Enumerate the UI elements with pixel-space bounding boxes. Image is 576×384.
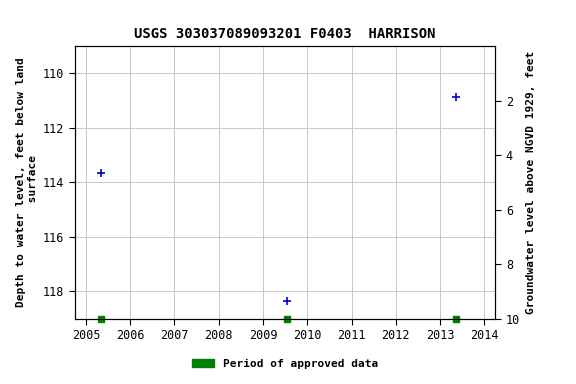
- Y-axis label: Depth to water level, feet below land
 surface: Depth to water level, feet below land su…: [16, 58, 37, 307]
- Legend: Period of approved data: Period of approved data: [188, 354, 382, 373]
- Y-axis label: Groundwater level above NGVD 1929, feet: Groundwater level above NGVD 1929, feet: [525, 51, 536, 314]
- Title: USGS 303037089093201 F0403  HARRISON: USGS 303037089093201 F0403 HARRISON: [134, 27, 436, 41]
